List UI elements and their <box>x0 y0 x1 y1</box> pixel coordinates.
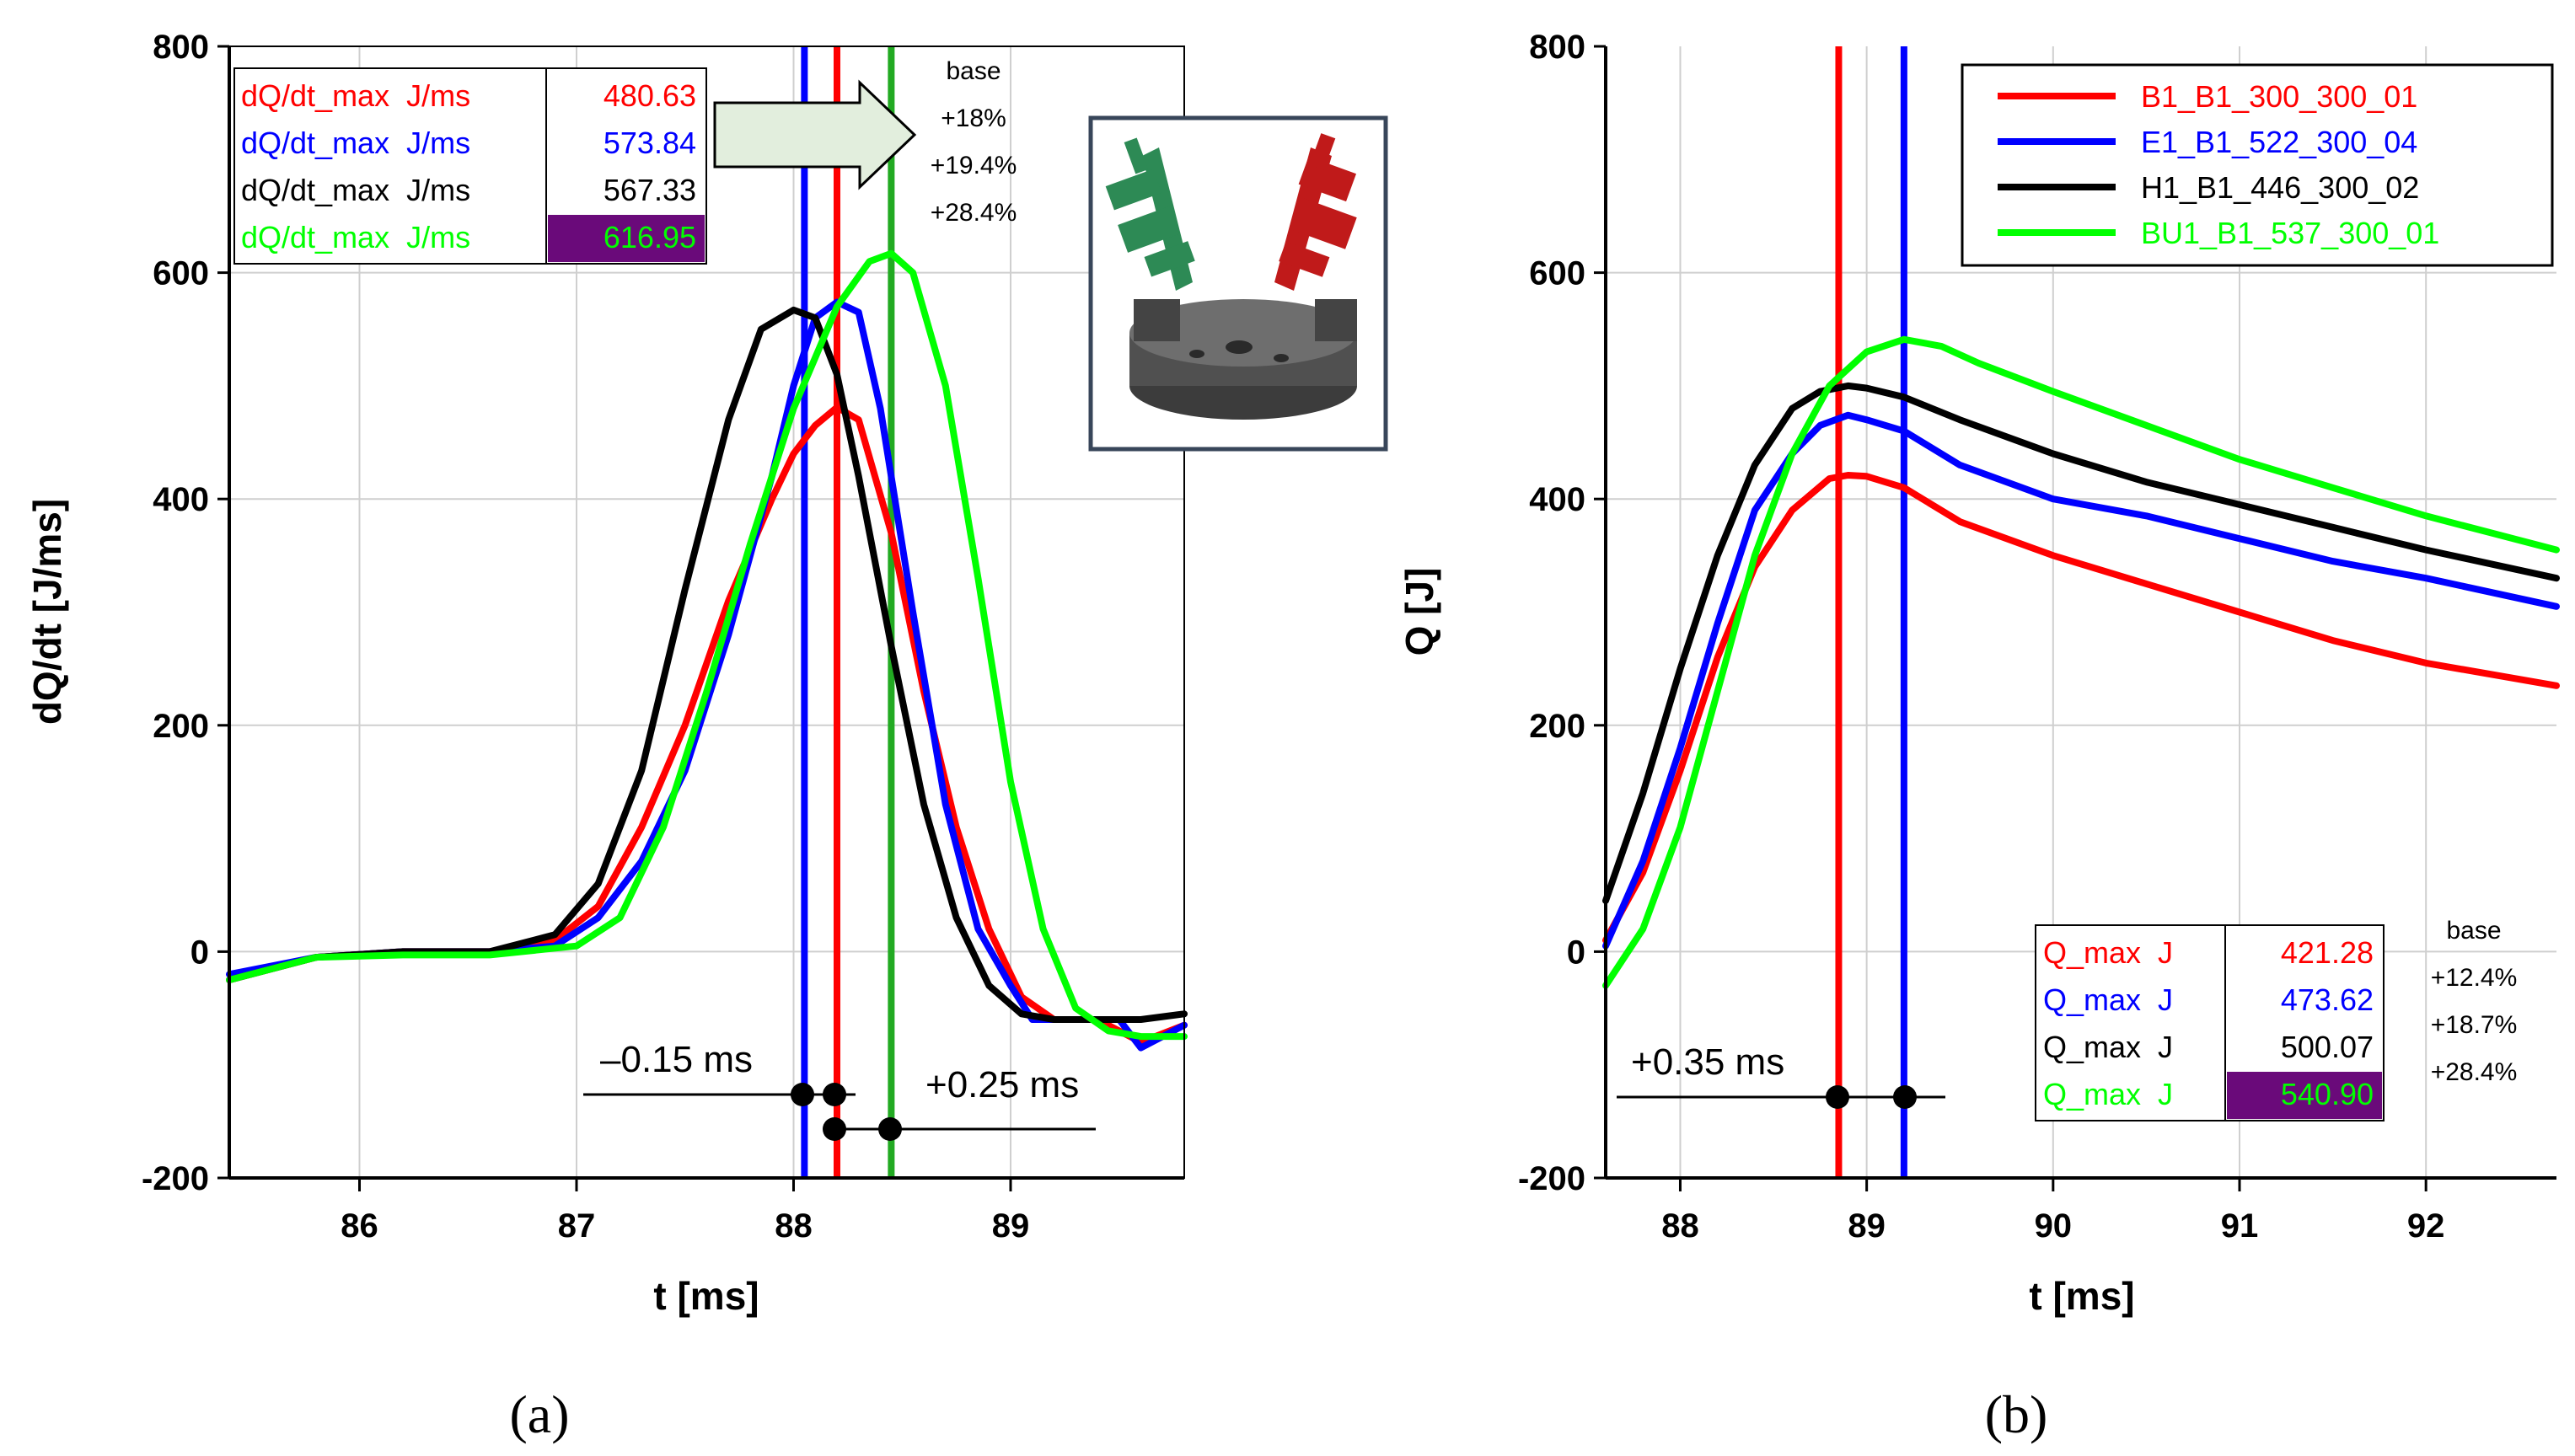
y-tick-label: -200 <box>1518 1160 1585 1197</box>
marker-dot <box>823 1117 846 1141</box>
x-tick-label: 87 <box>558 1207 596 1245</box>
table-b-value-3: 500.07 <box>2281 1030 2374 1064</box>
table-b-value-2: 473.62 <box>2281 982 2374 1017</box>
legend-label-3: H1_B1_446_300_02 <box>2141 170 2419 205</box>
pct-b-2: +18.7% <box>2431 1011 2518 1039</box>
marker-dot <box>878 1117 902 1141</box>
x-tick-label: 91 <box>2221 1207 2259 1245</box>
series-line-b-1 <box>1602 472 2560 944</box>
y-tick-label: 400 <box>1529 481 1585 518</box>
series-line-b-3 <box>1602 382 2560 904</box>
table-a-value-2: 573.84 <box>604 126 696 160</box>
x-tick-label: 89 <box>1848 1207 1886 1245</box>
panel-a: 86 87 88 89 -200 0 200 400 600 800 dQ/dt_max J/ms… <box>25 29 1388 1444</box>
table-a-value-1: 480.63 <box>604 78 696 113</box>
pct-b-3: +28.4% <box>2431 1058 2518 1086</box>
series-line-a-3 <box>226 306 1188 1023</box>
table-a-label-1: dQ/dt_max J/ms <box>241 78 470 113</box>
injector-image <box>1088 115 1388 452</box>
shift-b-label: +0.35 ms <box>1631 1041 1784 1083</box>
table-b-label-4: Q_max J <box>2043 1077 2173 1111</box>
highlight-cell <box>2227 1072 2382 1119</box>
caption-a: (a) <box>509 1384 569 1444</box>
panel-a-frame <box>228 46 1185 1179</box>
marker-dot <box>1826 1085 1849 1109</box>
pct-b-base: base <box>2446 917 2501 945</box>
y-tick-label: 600 <box>153 255 209 292</box>
table-b-label-2: Q_max J <box>2043 982 2173 1017</box>
caption-b: (b) <box>1985 1384 2048 1444</box>
panel-a-peak-table: dQ/dt_max J/ms 480.63 dQ/dt_max J/ms 573… <box>233 67 707 265</box>
panel-b: 88 89 90 91 92 -200 0 200 400 600 800 B1_B1_300_30… <box>1397 29 2560 1444</box>
table-a-label-4: dQ/dt_max J/ms <box>241 220 470 254</box>
table-a-value-4: 616.95 <box>604 220 696 254</box>
table-a-label-3: dQ/dt_max J/ms <box>241 173 470 207</box>
panel-b-peak-table: Q_max J 421.28 Q_max J 473.62 Q_max J 50… <box>2035 924 2385 1121</box>
legend-label-4: BU1_B1_537_300_01 <box>2141 216 2439 250</box>
marker-dot <box>1893 1085 1917 1109</box>
series-line-b-4 <box>1602 335 2560 989</box>
legend-label-1: B1_B1_300_300_01 <box>2141 79 2417 114</box>
series-line-a-4 <box>226 249 1188 1041</box>
pct-a-base: base <box>946 57 1000 85</box>
y-tick-label: 200 <box>1529 708 1585 745</box>
panel-a-y-label: dQ/dt [J/ms] <box>25 499 69 725</box>
x-tick-label: 90 <box>2035 1207 2073 1245</box>
shift-a-label-2: +0.25 ms <box>925 1064 1079 1105</box>
pct-b-1: +12.4% <box>2431 964 2518 992</box>
y-tick-label: -200 <box>142 1160 209 1197</box>
pct-a-2: +19.4% <box>931 152 1017 179</box>
y-tick-label: 0 <box>1567 934 1585 971</box>
highlight-cell <box>548 215 705 262</box>
panel-b-y-label: Q [J] <box>1397 568 1441 656</box>
y-tick-label: 800 <box>153 29 209 66</box>
x-tick-label: 89 <box>992 1207 1030 1245</box>
y-tick-label: 600 <box>1529 255 1585 292</box>
x-tick-label: 88 <box>775 1207 813 1245</box>
series-line-a-1 <box>226 404 1188 1046</box>
table-b-label-1: Q_max J <box>2043 935 2173 970</box>
legend-label-2: E1_B1_522_300_04 <box>2141 125 2417 159</box>
table-a-label-2: dQ/dt_max J/ms <box>241 126 470 160</box>
marker-dot <box>791 1083 814 1106</box>
y-tick-label: 400 <box>153 481 209 518</box>
marker-dot <box>823 1083 846 1106</box>
pct-a-3: +28.4% <box>931 199 1017 227</box>
series-line-b-2 <box>1602 411 2560 950</box>
table-b-label-3: Q_max J <box>2043 1030 2173 1064</box>
y-tick-label: 0 <box>190 934 209 971</box>
panel-a-x-label: t [ms] <box>653 1274 759 1318</box>
table-b-value-4: 540.90 <box>2281 1077 2374 1111</box>
y-tick-label: 800 <box>1529 29 1585 66</box>
x-tick-label: 86 <box>341 1207 378 1245</box>
y-tick-label: 200 <box>153 708 209 745</box>
legend: B1_B1_300_300_01 E1_B1_522_300_04 H1_B1_… <box>1961 63 2554 267</box>
table-a-value-3: 567.33 <box>604 173 696 207</box>
pct-a-1: +18% <box>941 104 1006 132</box>
panel-b-x-label: t [ms] <box>2029 1274 2134 1318</box>
x-tick-label: 92 <box>2407 1207 2445 1245</box>
shift-a-label-1: –0.15 ms <box>600 1039 753 1080</box>
increase-arrow-icon <box>713 79 917 190</box>
table-b-value-1: 421.28 <box>2281 935 2374 970</box>
x-tick-label: 88 <box>1661 1207 1699 1245</box>
